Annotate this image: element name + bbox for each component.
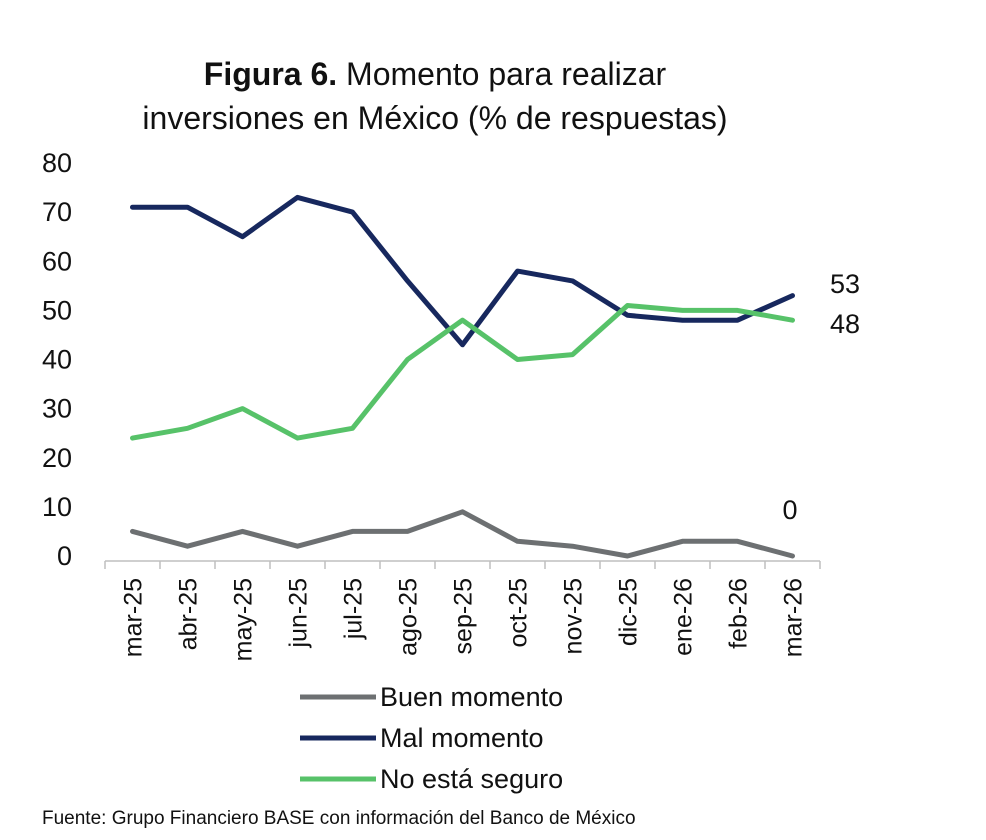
x-tick-label: dic-25 xyxy=(615,578,643,646)
line-chart: 0 10 20 30 40 50 60 70 80 mar-25 abr-25 may-25 jun-2… xyxy=(42,148,860,794)
data-point-no xyxy=(406,358,409,361)
data-point-no xyxy=(791,318,794,322)
x-tick-label: nov-25 xyxy=(560,578,588,654)
y-tick-label: 40 xyxy=(42,345,72,375)
source-note: Fuente: Grupo Financiero BASE con inform… xyxy=(42,808,636,829)
data-point-buen xyxy=(571,544,574,548)
x-tick-label: abr-25 xyxy=(175,578,203,650)
data-point-mal xyxy=(461,343,464,347)
end-label-buen: 0 xyxy=(782,495,797,525)
data-point-buen xyxy=(516,539,519,543)
legend-label-mal: Mal momento xyxy=(380,723,544,753)
data-point-buen xyxy=(406,529,409,533)
title-text: Momento para realizar xyxy=(346,56,667,92)
data-point-buen xyxy=(736,539,739,543)
x-tick-label: jul-25 xyxy=(340,578,368,640)
series-line-no xyxy=(130,303,795,441)
x-tick-label: sep-25 xyxy=(450,578,478,654)
data-point-mal xyxy=(296,195,299,199)
x-tick-label: may-25 xyxy=(230,578,258,661)
data-point-buen xyxy=(131,529,134,533)
x-tick-label: feb-26 xyxy=(725,578,753,649)
data-point-buen xyxy=(296,544,299,548)
data-point-no xyxy=(241,407,244,411)
data-point-mal xyxy=(736,318,739,322)
data-point-no xyxy=(626,303,629,307)
x-tick-label: mar-25 xyxy=(120,578,148,657)
y-tick-label: 50 xyxy=(42,295,72,325)
data-point-no xyxy=(131,436,134,440)
data-point-mal xyxy=(131,205,134,209)
x-tick-label: mar-26 xyxy=(780,578,808,657)
legend-label-buen: Buen momento xyxy=(380,682,563,712)
data-point-no xyxy=(461,318,464,322)
y-tick-label: 0 xyxy=(57,541,72,571)
data-point-mal xyxy=(186,205,189,209)
data-point-mal xyxy=(681,318,684,322)
x-tick-label: jun-25 xyxy=(285,578,313,649)
data-point-no xyxy=(681,308,684,312)
data-point-no xyxy=(351,426,354,430)
y-tick-label: 80 xyxy=(42,148,72,178)
data-point-mal xyxy=(351,210,354,214)
data-point-mal xyxy=(516,269,519,273)
y-tick-label: 20 xyxy=(42,443,72,473)
data-point-buen xyxy=(351,529,354,533)
data-point-mal xyxy=(571,279,574,283)
data-point-mal xyxy=(626,313,629,317)
title-line-2: inversiones en México (% de respuestas) xyxy=(142,100,728,136)
end-label-no: 48 xyxy=(830,309,860,339)
y-tick-label: 60 xyxy=(42,246,72,276)
data-point-no xyxy=(571,353,574,357)
chart-title: Figura 6. Momento para realizar inversio… xyxy=(0,52,870,140)
data-point-buen xyxy=(791,554,794,558)
data-point-buen xyxy=(461,510,464,514)
x-tick-label: ene-26 xyxy=(670,578,698,656)
series-line-buen xyxy=(130,509,795,559)
x-tick-label: ago-25 xyxy=(395,578,423,656)
data-point-no xyxy=(186,426,189,430)
y-tick-label: 70 xyxy=(42,197,72,227)
data-point-mal xyxy=(791,294,794,298)
data-point-no xyxy=(296,436,299,440)
data-point-buen xyxy=(241,529,244,533)
data-point-buen xyxy=(626,554,629,558)
title-figure-number: Figura 6. xyxy=(203,56,338,92)
data-point-no xyxy=(516,358,519,361)
legend-label-no: No está seguro xyxy=(380,764,563,794)
data-point-buen xyxy=(186,544,189,548)
data-point-buen xyxy=(681,539,684,543)
x-tick-label: oct-25 xyxy=(505,578,533,647)
y-tick-label: 30 xyxy=(42,394,72,424)
data-point-mal xyxy=(241,235,244,239)
y-tick-label: 10 xyxy=(42,492,72,522)
data-point-mal xyxy=(406,279,409,283)
end-label-mal: 53 xyxy=(830,269,860,299)
data-point-no xyxy=(736,308,739,312)
